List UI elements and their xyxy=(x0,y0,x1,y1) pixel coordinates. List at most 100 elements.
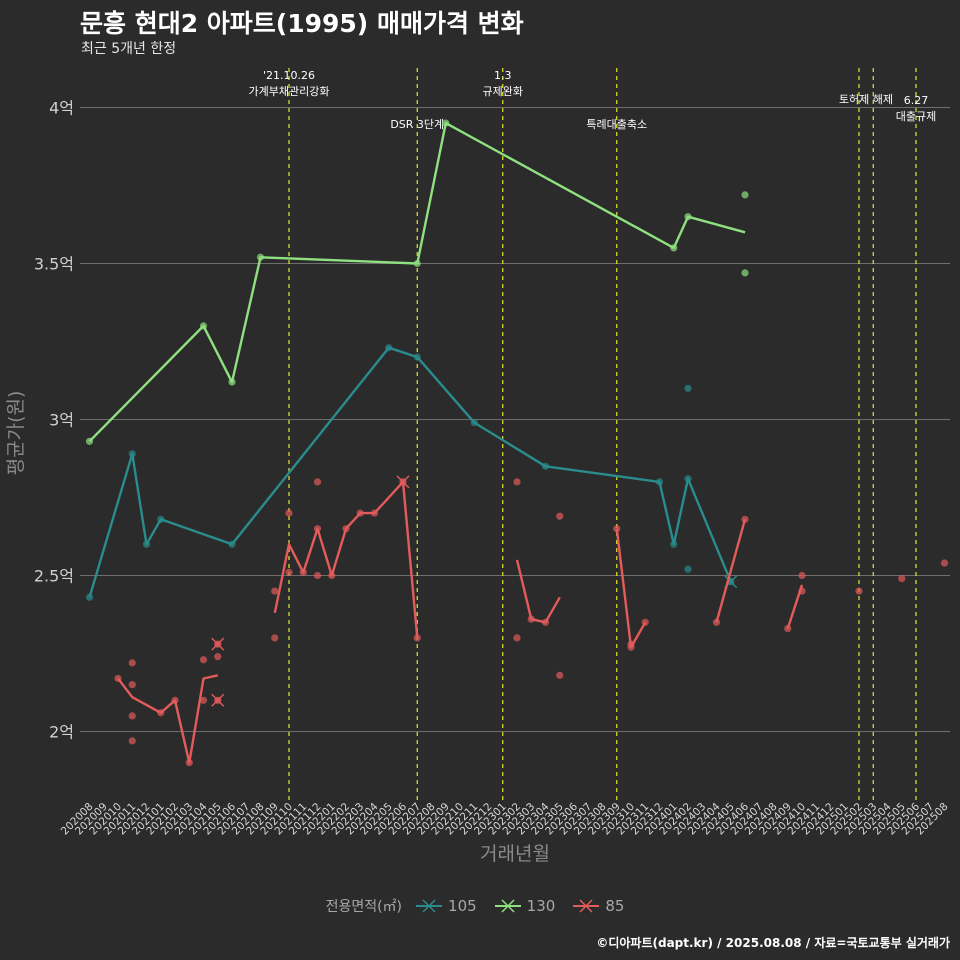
y-tick-label: 2억 xyxy=(49,723,74,742)
data-point-85 xyxy=(328,571,336,580)
legend-label-105: 105 xyxy=(448,897,477,915)
data-point-85 xyxy=(556,512,564,520)
event-label: 6.27 xyxy=(904,94,929,107)
data-point-105 xyxy=(684,475,692,483)
data-point-130 xyxy=(228,378,236,386)
data-point-105 xyxy=(470,419,478,427)
data-marker-cross-85 xyxy=(211,637,225,651)
x-axis-title: 거래년월 xyxy=(480,843,550,865)
data-point-85 xyxy=(413,634,421,642)
event-label: 규제완화 xyxy=(483,85,523,98)
series-line-130 xyxy=(88,121,746,443)
legend-key-105 xyxy=(416,899,443,913)
legend-label-130: 130 xyxy=(526,897,556,915)
data-point-85 xyxy=(199,696,208,704)
data-point-105 xyxy=(142,540,151,548)
data-point-85 xyxy=(313,571,322,580)
data-point-130 xyxy=(741,191,749,199)
event-label: 가계부채관리강화 xyxy=(249,85,330,98)
data-point-85 xyxy=(157,709,165,717)
data-point-85 xyxy=(556,671,564,679)
legend: 전용면적(㎡) 105 130 85 xyxy=(0,896,960,916)
data-point-85 xyxy=(898,575,906,583)
legend-key-85 xyxy=(573,899,600,913)
data-point-85 xyxy=(271,634,279,642)
data-point-85 xyxy=(128,712,136,720)
legend-title: 전용면적(㎡) xyxy=(325,899,403,915)
series-line-85 xyxy=(615,528,647,649)
data-point-85 xyxy=(741,515,749,523)
legend-label-85: 85 xyxy=(605,897,625,915)
data-point-105 xyxy=(157,515,165,523)
data-point-85 xyxy=(370,509,379,517)
data-point-85 xyxy=(342,525,350,533)
legend-key-130 xyxy=(494,899,521,913)
data-point-85 xyxy=(940,559,949,567)
event-label: 1.3 xyxy=(494,69,512,82)
y-tick-label: 3억 xyxy=(49,411,74,430)
series-line-85 xyxy=(715,518,747,623)
data-point-105 xyxy=(684,384,692,392)
data-point-85 xyxy=(185,759,193,767)
data-marker-cross-85 xyxy=(211,693,225,707)
data-point-105 xyxy=(385,344,393,352)
event-label: '21.10.26 xyxy=(263,69,315,82)
data-point-85 xyxy=(613,525,621,533)
data-point-130 xyxy=(684,213,692,221)
data-point-85 xyxy=(798,587,806,595)
event-label: 대출규제 xyxy=(896,110,936,123)
data-point-85 xyxy=(356,509,364,517)
data-point-105 xyxy=(413,353,421,361)
data-point-85 xyxy=(784,624,792,633)
data-point-85 xyxy=(712,618,721,626)
data-point-105 xyxy=(541,462,550,470)
data-point-85 xyxy=(798,571,806,580)
series-line-85 xyxy=(273,480,419,639)
data-point-85 xyxy=(285,509,293,517)
y-tick-label: 3.5억 xyxy=(34,255,74,274)
data-point-85 xyxy=(541,618,550,626)
y-tick-label: 4억 xyxy=(49,99,74,118)
data-point-105 xyxy=(684,565,692,573)
data-point-130 xyxy=(442,119,450,127)
series-line-85 xyxy=(515,559,561,624)
event-label: 토허제 해제 xyxy=(839,92,893,106)
data-marker-cross-85 xyxy=(396,475,410,489)
y-axis-title: 평균가(원) xyxy=(5,391,27,476)
data-point-85 xyxy=(285,568,293,576)
data-point-85 xyxy=(128,737,136,745)
data-point-85 xyxy=(199,656,208,664)
data-point-130 xyxy=(741,269,749,277)
event-label: DSR 3단계 xyxy=(390,118,444,131)
legend-item-85: 85 xyxy=(571,897,634,915)
data-point-105 xyxy=(655,478,664,486)
data-point-85 xyxy=(128,659,136,667)
data-point-130 xyxy=(413,259,421,268)
data-point-85 xyxy=(299,568,307,576)
data-point-85 xyxy=(128,681,136,689)
data-point-85 xyxy=(513,478,521,486)
data-point-85 xyxy=(271,587,279,595)
source-caption: ©디아파트(dapt.kr) / 2025.08.08 / 자료=국토교통부 실… xyxy=(596,936,950,950)
data-point-85 xyxy=(627,643,635,651)
data-point-85 xyxy=(214,653,222,661)
chart-title: 문흥 현대2 아파트(1995) 매매가격 변화 xyxy=(80,9,524,38)
data-point-105 xyxy=(128,450,136,458)
data-point-85 xyxy=(114,674,122,683)
data-point-85 xyxy=(855,587,863,595)
legend-item-105: 105 xyxy=(414,897,487,915)
y-tick-label: 2.5억 xyxy=(34,567,74,586)
data-point-85 xyxy=(171,696,179,704)
data-point-130 xyxy=(670,244,678,252)
legend-item-130: 130 xyxy=(493,897,566,915)
data-point-130 xyxy=(256,253,265,261)
data-point-105 xyxy=(670,540,678,548)
data-point-105 xyxy=(228,540,236,548)
data-point-85 xyxy=(313,478,322,486)
data-point-85 xyxy=(641,618,649,626)
data-point-130 xyxy=(199,322,208,330)
event-label: 특례대출축소 xyxy=(586,118,647,131)
data-point-85 xyxy=(527,615,535,623)
chart-subtitle: 최근 5개년 한정 xyxy=(81,41,177,57)
